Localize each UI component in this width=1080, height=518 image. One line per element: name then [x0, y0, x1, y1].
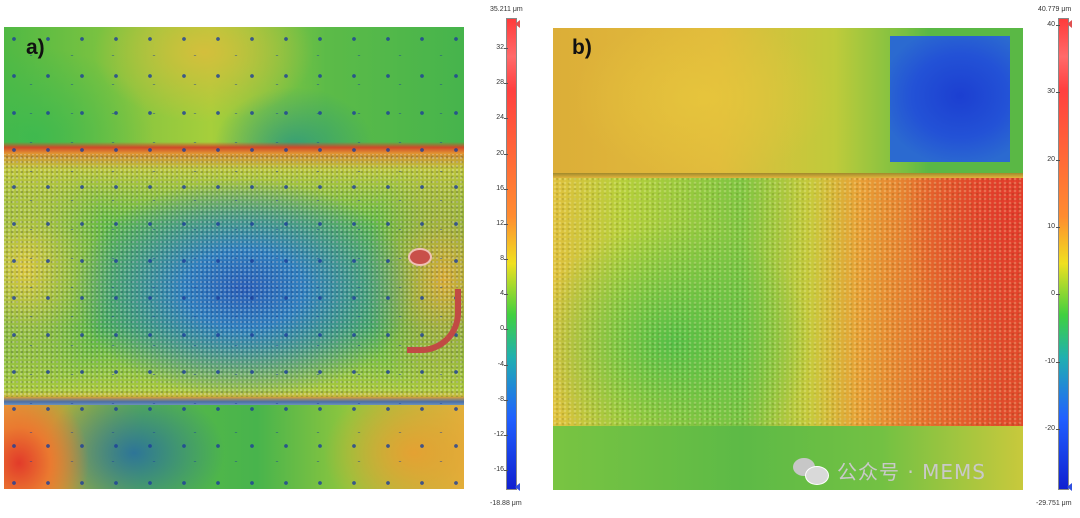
scale-tick — [504, 188, 508, 190]
central-region — [553, 173, 1023, 428]
low-region — [890, 36, 1010, 162]
scale-tick-label: 10 — [1047, 223, 1055, 230]
height-map-a — [4, 27, 464, 489]
scale-tick — [504, 118, 508, 120]
surface-texture — [553, 173, 1023, 428]
color-scale-bar — [506, 18, 517, 490]
scale-tick-label: 0 — [500, 325, 504, 333]
scale-min-label: -29.751 μm — [1036, 500, 1072, 507]
scale-tick — [504, 329, 508, 331]
scale-tick-label: -8 — [497, 395, 504, 403]
scale-max-label: 40.779 μm — [1038, 6, 1072, 13]
scale-tick — [504, 434, 508, 436]
scale-max-label: 35.211 μm — [490, 6, 523, 13]
wechat-icon — [793, 457, 829, 485]
scale-tick-label: 30 — [1047, 88, 1055, 96]
scale-min-label: -18.88 μm — [490, 500, 522, 507]
panel-label-b: b) — [572, 36, 592, 59]
scale-tick-label: 24 — [496, 114, 504, 122]
scale-max-marker — [1067, 20, 1072, 28]
watermark-text: 公众号 · MEMS — [837, 460, 986, 484]
scale-tick — [1056, 25, 1060, 26]
scale-max-marker — [515, 20, 520, 28]
scale-tick — [1056, 429, 1060, 430]
scale-tick — [504, 259, 508, 260]
scale-tick — [1056, 294, 1060, 296]
scale-tick-label: 40 — [1047, 21, 1055, 28]
scale-tick-label: 20 — [1047, 155, 1055, 163]
scale-tick — [1056, 227, 1060, 228]
color-scale-a: 35.211 μm 32 28 24 20 16 12 8 4 0 -4 -8 -12 -16 -18.… — [488, 4, 524, 514]
height-map-b — [553, 28, 1023, 490]
color-scale-b: 40.779 μm 40 30 20 10 0 -10 -20 -29.751 μm — [1036, 4, 1078, 514]
scale-tick-label: 4 — [500, 290, 504, 298]
panel-label-a: a) — [26, 36, 45, 59]
scale-tick — [504, 399, 508, 401]
scale-tick-label: -10 — [1044, 357, 1055, 365]
scale-tick — [504, 83, 508, 85]
scale-min-marker — [1067, 483, 1072, 491]
scale-tick-label: 12 — [496, 219, 504, 227]
scale-tick-label: 0 — [1051, 290, 1055, 298]
scale-tick — [504, 470, 508, 471]
scale-tick — [504, 223, 508, 225]
scale-tick — [504, 294, 508, 296]
scale-tick — [1056, 92, 1060, 94]
scale-tick — [504, 48, 508, 49]
watermark: 公众号 · MEMS — [793, 456, 986, 485]
scale-tick-label: -20 — [1044, 425, 1055, 432]
scale-tick-label: 8 — [500, 255, 504, 262]
scale-min-marker — [515, 483, 520, 491]
scale-tick-label: -12 — [493, 430, 504, 438]
scale-tick-label: 16 — [496, 184, 504, 192]
scale-tick-label: -4 — [497, 360, 504, 368]
surface-defect — [408, 248, 432, 266]
scale-tick-label: 20 — [496, 149, 504, 157]
scale-tick — [1056, 159, 1060, 161]
scale-tick — [1056, 361, 1060, 363]
scale-tick-label: -16 — [493, 466, 504, 473]
surface-scratch — [407, 289, 461, 353]
pore-dots — [4, 27, 464, 489]
scale-tick-label: 32 — [496, 44, 504, 51]
scale-tick-label: 28 — [496, 79, 504, 87]
color-scale-bar — [1058, 18, 1069, 490]
scale-tick — [504, 364, 508, 366]
step-edge — [553, 173, 1023, 178]
lower-region — [553, 426, 1023, 490]
scale-tick — [504, 153, 508, 155]
